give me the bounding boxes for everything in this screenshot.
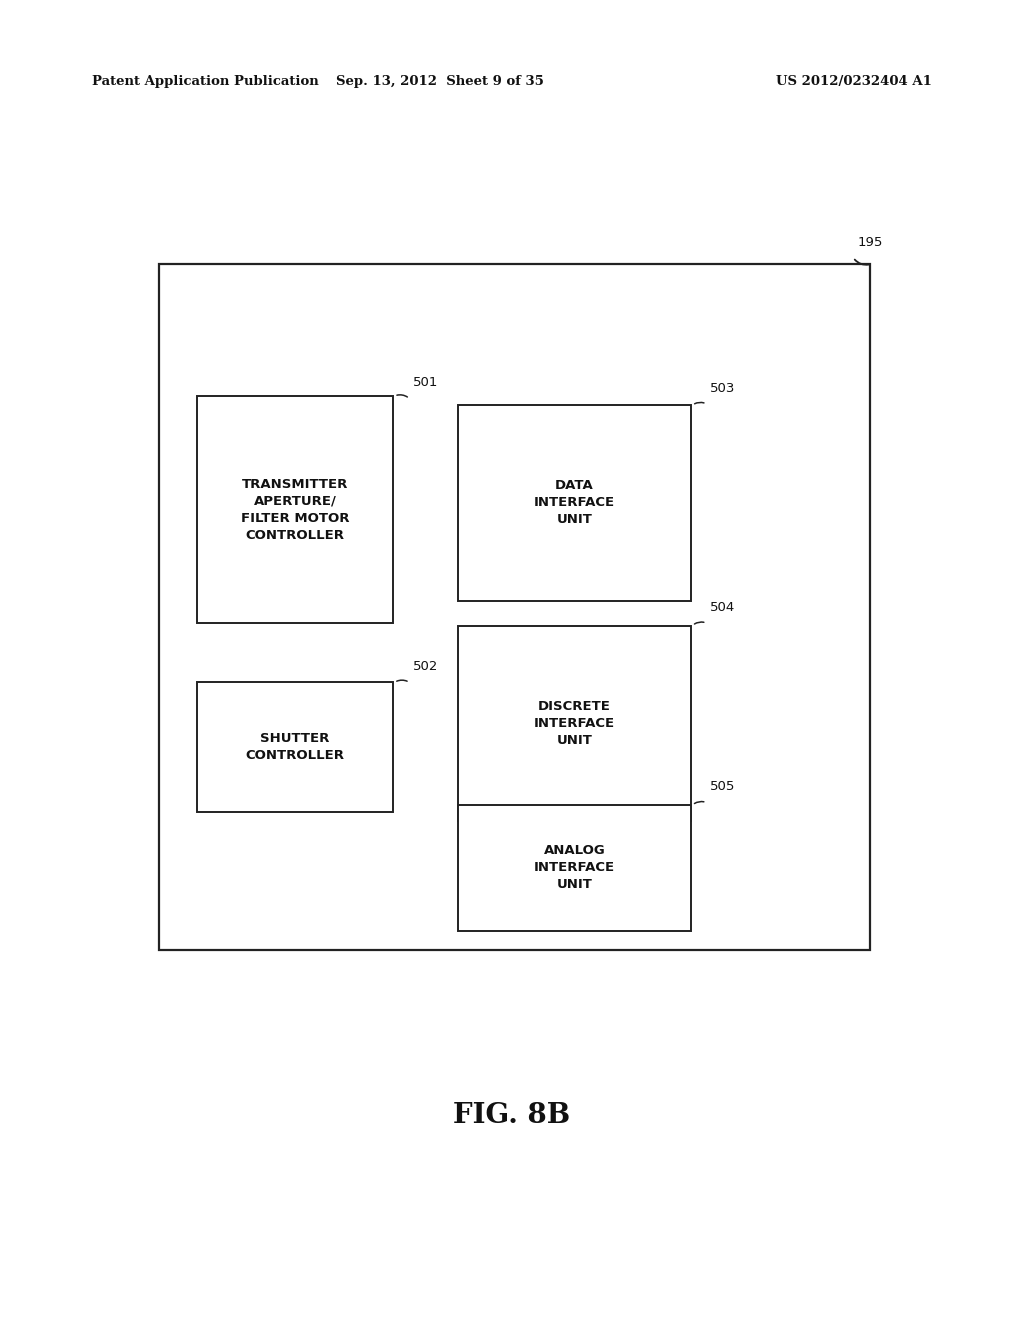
Bar bbox=[159, 264, 870, 950]
Text: TRANSMITTER
APERTURE/
FILTER MOTOR
CONTROLLER: TRANSMITTER APERTURE/ FILTER MOTOR CONTR… bbox=[241, 478, 349, 541]
Text: US 2012/0232404 A1: US 2012/0232404 A1 bbox=[776, 75, 932, 88]
Text: FIG. 8B: FIG. 8B bbox=[454, 1102, 570, 1129]
Text: 505: 505 bbox=[710, 780, 735, 793]
Text: ANALOG
INTERFACE
UNIT: ANALOG INTERFACE UNIT bbox=[534, 845, 615, 891]
Bar bbox=[458, 626, 691, 821]
Bar bbox=[197, 682, 393, 812]
Bar bbox=[458, 805, 691, 931]
Text: 195: 195 bbox=[857, 236, 883, 249]
Bar bbox=[458, 405, 691, 601]
Text: 502: 502 bbox=[413, 660, 438, 673]
Text: 501: 501 bbox=[413, 376, 438, 389]
Text: 504: 504 bbox=[710, 601, 735, 614]
Bar bbox=[197, 396, 393, 623]
Text: DISCRETE
INTERFACE
UNIT: DISCRETE INTERFACE UNIT bbox=[534, 700, 615, 747]
Text: Patent Application Publication: Patent Application Publication bbox=[92, 75, 318, 88]
Text: SHUTTER
CONTROLLER: SHUTTER CONTROLLER bbox=[246, 733, 344, 762]
Text: Sep. 13, 2012  Sheet 9 of 35: Sep. 13, 2012 Sheet 9 of 35 bbox=[336, 75, 545, 88]
Text: 503: 503 bbox=[710, 381, 735, 395]
Text: DATA
INTERFACE
UNIT: DATA INTERFACE UNIT bbox=[534, 479, 615, 527]
